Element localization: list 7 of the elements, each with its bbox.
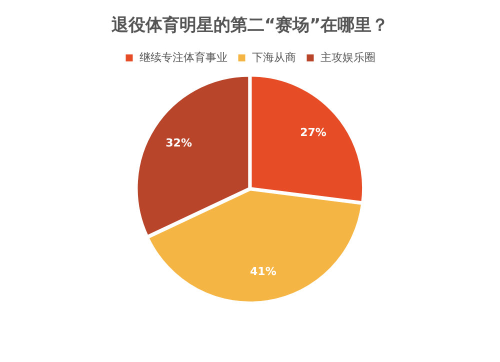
data-label: 41%: [250, 264, 276, 278]
data-label: 32%: [166, 136, 192, 150]
legend-label: 下海从商: [252, 50, 296, 64]
legend-label: 继续专注体育事业: [139, 50, 228, 64]
legend-label: 主攻娱乐圈: [320, 50, 376, 64]
data-label: 27%: [300, 126, 326, 139]
chart-title: 退役体育明星的第二“赛场”在哪里？: [110, 14, 389, 36]
